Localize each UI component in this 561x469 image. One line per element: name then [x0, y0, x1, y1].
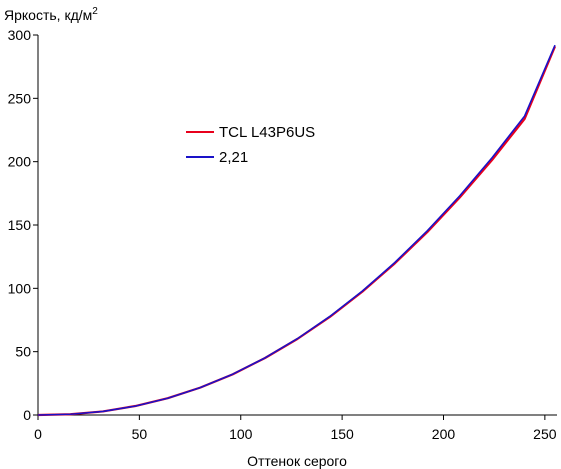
y-tick-label: 250: [8, 90, 32, 106]
series-line-2: [37, 44, 556, 416]
y-tick-label: 300: [8, 27, 32, 43]
legend-label-2: 2,21: [219, 149, 248, 166]
y-axis-title-superscript: 2: [92, 6, 98, 17]
legend-label-1: TCL L43P6US: [219, 124, 315, 141]
x-axis-ticks: 0 50 100 150 200 250: [34, 415, 557, 442]
x-tick-label: 0: [34, 426, 42, 442]
series-line-1: [37, 45, 557, 417]
x-tick-label: 50: [132, 426, 148, 442]
x-tick-label: 250: [533, 426, 557, 442]
y-axis-ticks: 0 50 100 150 200 250 300: [8, 27, 38, 423]
x-axis-title: Оттенок серого: [247, 453, 347, 469]
y-axis-title-text: Яркость, кд/м: [4, 7, 92, 23]
x-tick-label: 200: [432, 426, 456, 442]
y-tick-label: 50: [15, 344, 31, 360]
y-tick-label: 150: [8, 217, 32, 233]
x-tick-label: 150: [330, 426, 354, 442]
series-lines: [37, 44, 557, 417]
y-tick-label: 0: [23, 407, 31, 423]
x-tick-label: 100: [229, 426, 253, 442]
y-axis-title: Яркость, кд/м2: [4, 6, 98, 23]
y-tick-label: 100: [8, 280, 32, 296]
plot-frame: [37, 35, 557, 416]
legend: TCL L43P6US 2,21: [186, 124, 315, 166]
y-tick-label: 200: [8, 154, 32, 170]
